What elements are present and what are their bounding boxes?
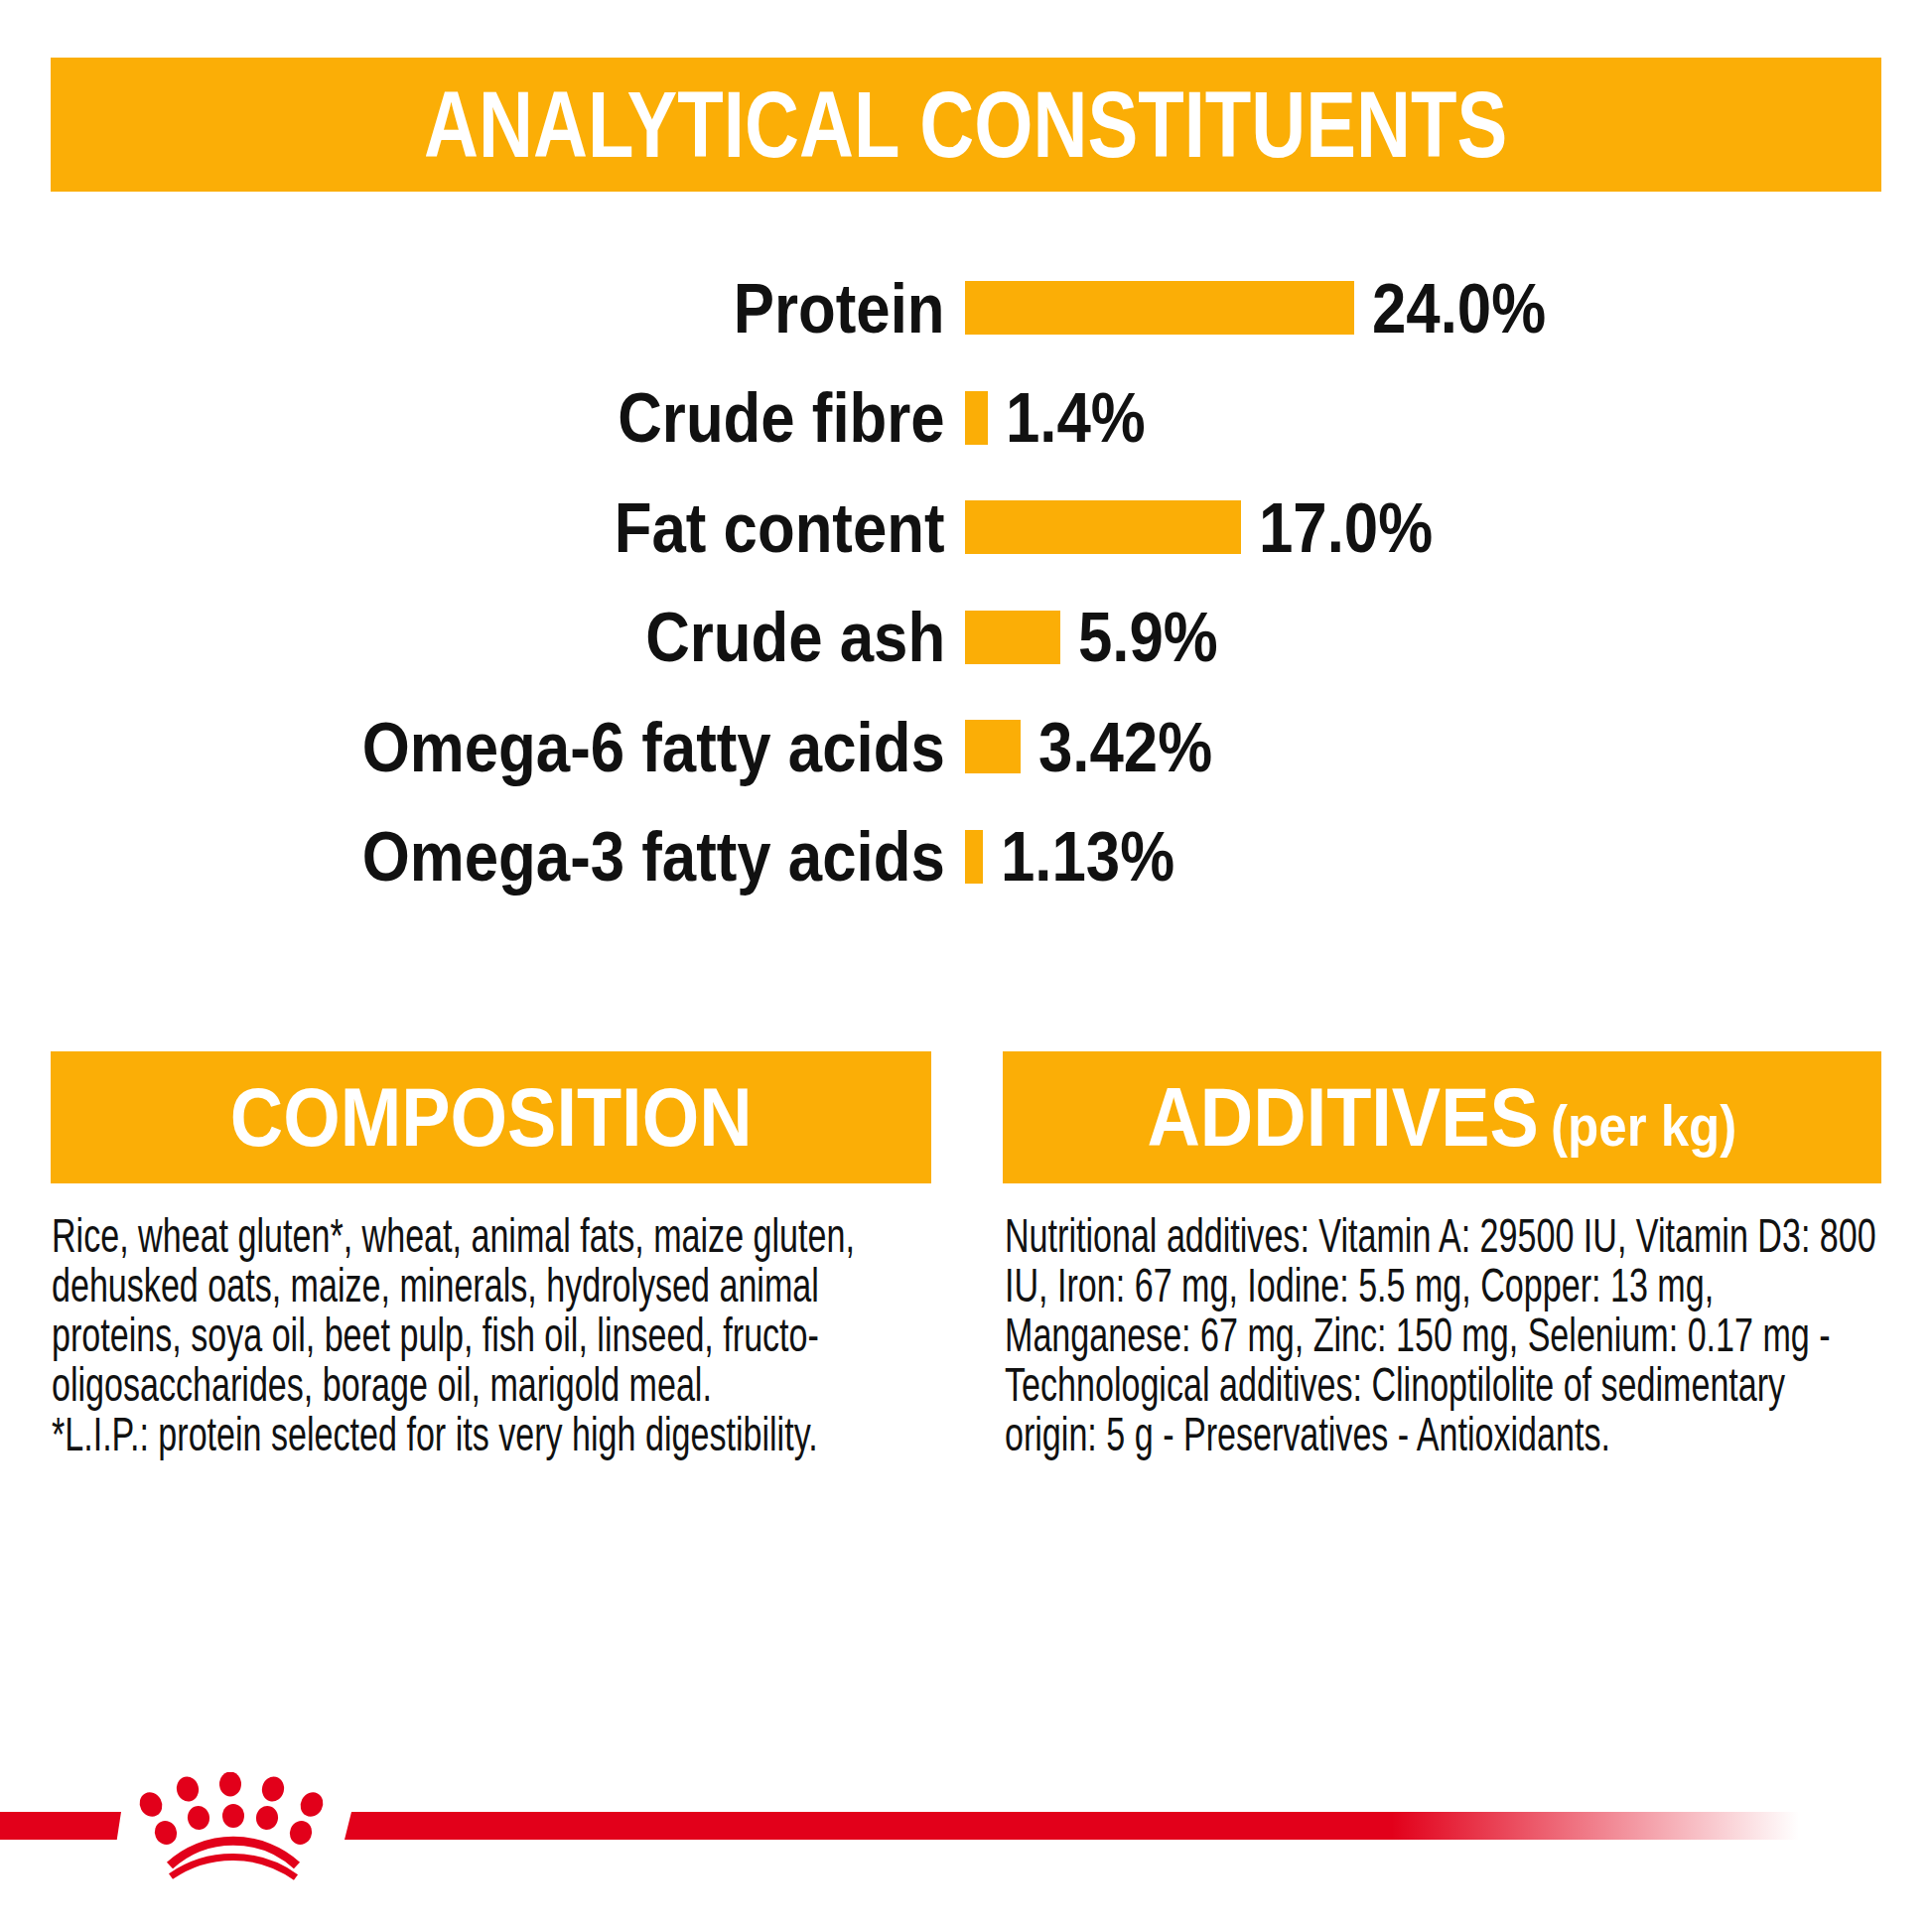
royal-canin-crown-logo xyxy=(134,1772,333,1881)
chart-row-bar xyxy=(965,391,988,445)
analytical-constituents-title: ANALYTICAL CONSTITUENTS xyxy=(424,71,1507,179)
chart-row-value: 5.9% xyxy=(1078,611,1239,664)
chart-row-label: Protein xyxy=(0,281,945,335)
chart-row-value: 3.42% xyxy=(1038,720,1238,773)
chart-row: Crude fibre 1.4% xyxy=(0,391,1932,445)
chart-row-value: 24.0% xyxy=(1372,281,1572,335)
additives-text: Nutritional additives: Vitamin A: 29500 … xyxy=(1005,1211,1932,1459)
composition-text: Rice, wheat gluten*, wheat, animal fats,… xyxy=(52,1211,1109,1459)
chart-row-bar xyxy=(965,500,1241,554)
label-page: ANALYTICAL CONSTITUENTS Protein 24.0% Cr… xyxy=(0,0,1932,1932)
chart-row: Crude ash 5.9% xyxy=(0,611,1932,664)
composition-header: COMPOSITION xyxy=(51,1051,931,1183)
composition-title: COMPOSITION xyxy=(230,1069,753,1166)
footer-stripe-left xyxy=(0,1812,121,1840)
additives-title: ADDITIVES(per kg) xyxy=(1148,1069,1737,1166)
chart-row-bar xyxy=(965,281,1354,335)
chart-row-label: Omega-6 fatty acids xyxy=(0,720,945,773)
chart-row: Fat content 17.0% xyxy=(0,500,1932,554)
chart-row-label: Omega-3 fatty acids xyxy=(0,830,945,884)
additives-header: ADDITIVES(per kg) xyxy=(1003,1051,1881,1183)
chart-row-bar xyxy=(965,611,1060,664)
chart-row-label: Fat content xyxy=(0,500,945,554)
chart-row-value: 1.4% xyxy=(1006,391,1167,445)
chart-row: Omega-6 fatty acids 3.42% xyxy=(0,720,1932,773)
chart-row-label: Crude fibre xyxy=(0,391,945,445)
footer-stripe-right xyxy=(345,1812,1799,1840)
chart-row-bar xyxy=(965,720,1021,773)
analytical-constituents-header: ANALYTICAL CONSTITUENTS xyxy=(51,58,1881,192)
chart-row: Omega-3 fatty acids 1.13% xyxy=(0,830,1932,884)
additives-title-suffix: (per kg) xyxy=(1551,1093,1736,1158)
chart-row-label: Crude ash xyxy=(0,611,945,664)
chart-row-value: 1.13% xyxy=(1001,830,1200,884)
chart-row-bar xyxy=(965,830,983,884)
chart-row: Protein 24.0% xyxy=(0,281,1932,335)
chart-row-value: 17.0% xyxy=(1259,500,1458,554)
